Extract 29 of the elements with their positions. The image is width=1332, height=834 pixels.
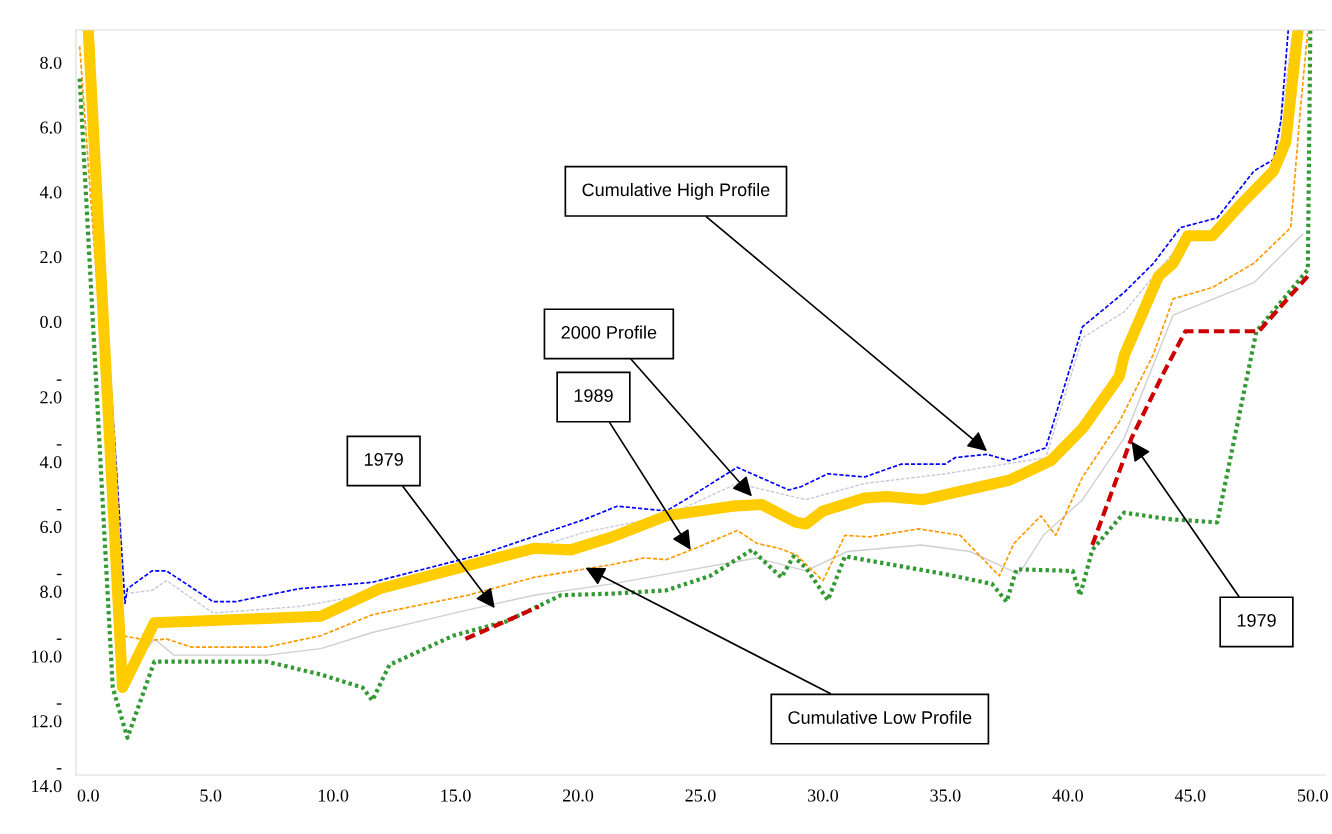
- y-tick-label: 2.0: [40, 251, 62, 264]
- y-tick-label: 8.0: [40, 56, 62, 69]
- annotation: 1979: [1237, 613, 1276, 627]
- annotation: Cumulative Low Profile: [788, 710, 972, 724]
- y-tick-label: - 4.0: [39, 444, 62, 469]
- x-tick-label: 50.0: [1298, 789, 1328, 802]
- x-tick-label: 30.0: [808, 789, 839, 802]
- x-tick-label: 35.0: [930, 789, 961, 802]
- y-tick-label: - 8.0: [40, 573, 62, 598]
- annotation: 1989: [574, 389, 613, 402]
- annotation: 2000 Profile: [561, 325, 657, 339]
- x-tick-label: 15.0: [441, 789, 471, 802]
- x-tick-label: 5.0: [200, 789, 222, 802]
- x-tick-label: 40.0: [1052, 789, 1083, 802]
- x-tick-label: 0.0: [77, 789, 99, 802]
- y-tick-label: - 12.0: [32, 703, 62, 728]
- y-tick-label: - 14.0: [32, 768, 62, 793]
- x-tick-label: 45.0: [1174, 789, 1206, 802]
- y-tick-label: - 2.0: [40, 379, 62, 404]
- y-tick-label: 4.0: [39, 186, 62, 199]
- annotation: 1979: [364, 453, 403, 466]
- x-tick-label: 10.0: [318, 789, 349, 802]
- y-tick-label: 0.0: [40, 315, 62, 329]
- annotation: Cumulative High Profile: [582, 182, 770, 200]
- y-tick-label: - 6.0: [40, 509, 62, 534]
- x-tick-label: 20.0: [563, 789, 594, 802]
- y-tick-label: - 10.0: [32, 638, 62, 663]
- y-tick-label: 6.0: [40, 121, 62, 134]
- x-tick-label: 25.0: [685, 789, 716, 802]
